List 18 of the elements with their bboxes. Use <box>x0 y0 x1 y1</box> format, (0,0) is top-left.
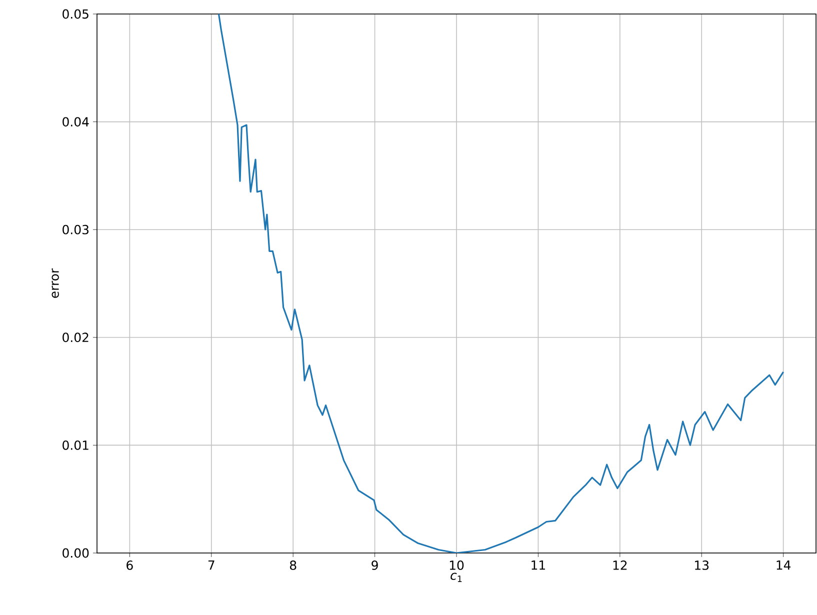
x-axis-title: c$_{1}$ <box>450 572 462 582</box>
y-tick-label: 0.00 <box>62 548 89 558</box>
x-tick-label: 11 <box>532 560 545 570</box>
y-tick-label: 0.05 <box>62 9 88 19</box>
x-tick-label: 13 <box>695 560 709 570</box>
y-axis-title: error <box>52 268 59 298</box>
y-tick-label: 0.03 <box>62 224 88 234</box>
y-tick-label: 0.02 <box>62 332 88 342</box>
x-tick-label: 6 <box>126 560 133 570</box>
x-tick-label: 10 <box>450 560 464 570</box>
line-series <box>218 14 784 553</box>
x-tick-label: 7 <box>208 560 214 570</box>
x-tick-label: 9 <box>372 560 378 570</box>
y-tick-label: 0.04 <box>62 117 89 127</box>
x-tick-label: 14 <box>776 560 791 570</box>
x-tick-label: 8 <box>290 560 296 570</box>
x-tick-label: 12 <box>613 560 627 570</box>
y-tick-label: 0.01 <box>62 440 88 450</box>
